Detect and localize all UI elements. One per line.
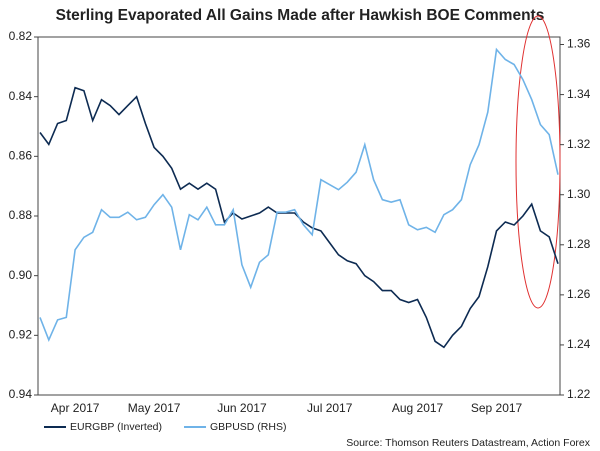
tick-label: 1.22 xyxy=(567,387,591,401)
tick-label: 1.28 xyxy=(567,237,591,251)
legend-label: EURGBP (Inverted) xyxy=(70,421,162,433)
tick-label: 0.92 xyxy=(9,328,33,342)
tick-label: 0.88 xyxy=(9,208,33,222)
x-tick-label: May 2017 xyxy=(128,401,181,415)
tick-label: 1.30 xyxy=(567,187,591,201)
tick-label: 0.86 xyxy=(9,149,33,163)
tick-label: 0.84 xyxy=(9,89,33,103)
legend-label: GBPUSD (RHS) xyxy=(210,421,286,433)
x-tick-label: Sep 2017 xyxy=(471,401,523,415)
x-tick-label: Apr 2017 xyxy=(51,401,100,415)
tick-label: 1.32 xyxy=(567,137,591,151)
series-line xyxy=(39,47,559,342)
highlight-ellipse xyxy=(515,15,561,309)
tick-label: 1.34 xyxy=(567,87,591,101)
tick-label: 0.90 xyxy=(9,268,33,282)
tick-label: 0.94 xyxy=(9,387,33,401)
tick-label: 1.26 xyxy=(567,287,591,301)
chart-title: Sterling Evaporated All Gains Made after… xyxy=(56,7,545,24)
tick-label: 1.24 xyxy=(567,337,591,351)
x-tick-label: Jun 2017 xyxy=(217,401,267,415)
x-tick-label: Aug 2017 xyxy=(392,401,444,415)
x-tick-label: Jul 2017 xyxy=(307,401,353,415)
tick-label: 0.82 xyxy=(9,29,33,43)
source: Source: Thomson Reuters Datastream, Acti… xyxy=(346,437,590,449)
tick-label: 1.36 xyxy=(567,37,591,51)
